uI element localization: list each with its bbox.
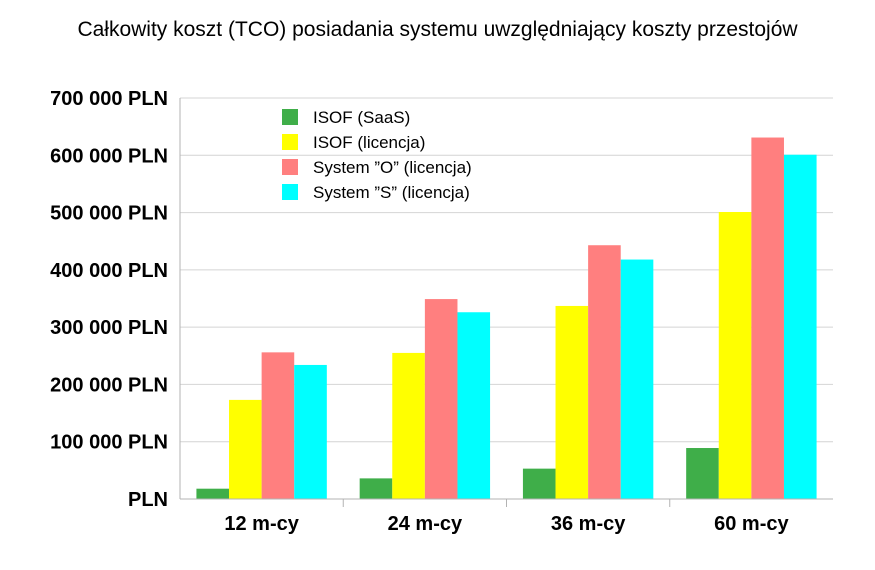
- bar-3-1: [261, 352, 295, 499]
- legend-label-4: System ”S” (licencja): [313, 183, 470, 202]
- bar-4-1: [294, 364, 327, 499]
- bar-2-4: [718, 211, 752, 499]
- y-tick-label: 500 000 PLN: [50, 203, 168, 225]
- legend-swatch-1: [282, 109, 298, 125]
- bar-3-3: [588, 245, 621, 499]
- bar-3-2: [424, 299, 458, 499]
- chart-title: Całkowity koszt (TCO) posiadania systemu…: [77, 18, 798, 41]
- bar-4-2: [457, 312, 491, 499]
- bar-2-3: [555, 305, 589, 499]
- bar-1-1: [196, 488, 230, 499]
- x-tick-label: 24 m-cy: [388, 513, 463, 535]
- axes: [179, 98, 833, 507]
- bar-1-3: [522, 468, 556, 499]
- y-tick-labels: PLN 100 000 PLN 200 000 PLN 300 000 PLN 400 …: [50, 88, 168, 511]
- x-tick-label: 60 m-cy: [714, 513, 789, 535]
- legend-label-2: ISOF (licencja): [313, 133, 425, 152]
- legend-label-1: ISOF (SaaS): [313, 108, 410, 127]
- legend-swatch-2: [282, 134, 298, 150]
- x-tick-label: 36 m-cy: [551, 513, 626, 535]
- y-tick-label: 200 000 PLN: [50, 374, 168, 396]
- y-tick-label: 600 000 PLN: [50, 145, 168, 167]
- bar-4-4: [783, 154, 817, 499]
- y-tick-label: PLN: [128, 489, 168, 511]
- x-tick-labels: 12 m-cy 24 m-cy 36 m-cy 60 m-cy: [224, 513, 789, 535]
- bar-4-3: [620, 259, 654, 499]
- bars: [196, 137, 817, 499]
- bar-1-2: [359, 478, 393, 499]
- legend: ISOF (SaaS) ISOF (licencja) System ”O” (li…: [282, 108, 472, 202]
- bar-2-2: [392, 352, 425, 499]
- bar-3-4: [751, 137, 784, 499]
- x-tick-label: 12 m-cy: [224, 513, 299, 535]
- legend-swatch-3: [282, 159, 298, 175]
- legend-label-3: System ”O” (licencja): [313, 158, 472, 177]
- legend-swatch-4: [282, 184, 298, 200]
- y-tick-label: 400 000 PLN: [50, 260, 168, 282]
- y-tick-label: 700 000 PLN: [50, 88, 168, 110]
- y-tick-label: 100 000 PLN: [50, 432, 168, 454]
- y-tick-label: 300 000 PLN: [50, 317, 168, 339]
- bar-1-4: [686, 448, 719, 499]
- bar-2-1: [229, 399, 262, 499]
